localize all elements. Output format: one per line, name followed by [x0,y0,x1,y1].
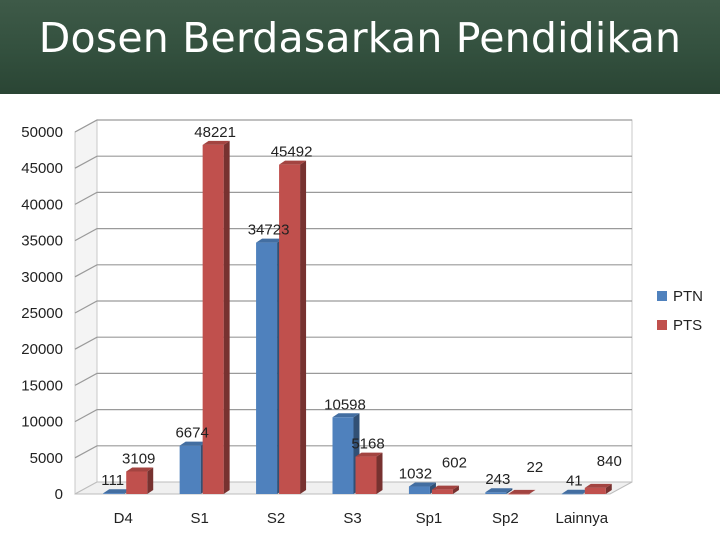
data-label: 6674 [175,425,208,442]
y-axis-ticks: 0 5000 10000 15000 20000 25000 30000 35000 40000… [21,124,63,503]
bar-ptn-sp1 [408,482,436,494]
gridline [74,228,632,242]
y-tick-label: 5000 [30,450,63,467]
gridline [74,300,632,314]
gridline [74,409,632,423]
data-label: 602 [442,455,467,472]
y-tick-label: 40000 [21,196,63,213]
slide-title: Dosen Berdasarkan Pendidikan [38,14,682,62]
y-tick-label: 30000 [21,269,63,286]
gridline [74,336,632,350]
slide-header [0,0,720,94]
data-label: 45492 [271,144,313,161]
legend-swatch-pts [657,320,667,330]
y-tick-label: 10000 [21,414,63,431]
gridline [74,155,632,169]
bar-pts-lainnya [584,483,612,494]
x-category-label: D4 [114,510,133,527]
gridline [74,119,632,133]
data-label: 243 [485,471,510,488]
x-category-label: S2 [267,510,285,527]
gridline [74,264,632,278]
x-axis-categories: D4 S1 S2 S3 Sp1 Sp2 Lainnya [114,510,609,527]
y-tick-label: 25000 [21,305,63,322]
x-category-label: S3 [343,510,361,527]
data-labels: 111 3109 6674 48221 34723 45492 10598 5168 1032 6… [101,124,621,490]
bar-pts-s1 [202,140,230,495]
x-category-label: Sp2 [492,510,519,527]
bar-ptn-s2 [256,238,284,494]
bar-ptn-s3 [332,413,360,494]
x-category-label: Lainnya [556,510,609,527]
data-label: 34723 [248,222,290,239]
data-label: 1032 [399,466,432,483]
data-label: 3109 [122,450,155,467]
bar-pts-sp2 [508,489,536,495]
y-tick-label: 0 [55,486,63,503]
y-tick-label: 20000 [21,341,63,358]
gridline [74,445,632,459]
y-tick-label: 50000 [21,124,63,141]
gridline [74,372,632,386]
gridline [74,191,632,205]
gridlines [74,119,632,459]
x-category-label: S1 [190,510,208,527]
y-tick-label: 15000 [21,377,63,394]
data-label: 840 [597,453,622,470]
y-tick-label: 45000 [21,160,63,177]
data-label: 10598 [324,396,366,413]
bar-ptn-s1 [179,441,207,494]
legend-swatch-ptn [657,291,667,301]
legend-label-pts: PTS [673,317,702,334]
y-tick-label: 35000 [21,233,63,250]
data-label: 111 [101,472,124,489]
legend: PTN PTS [657,288,703,334]
data-label: 48221 [194,124,236,141]
legend-label-ptn: PTN [673,288,703,305]
bar-ptn-sp2 [485,488,513,494]
data-label: 41 [566,473,583,490]
data-label: 5168 [351,436,384,453]
bars [103,140,612,495]
bar-pts-s3 [355,452,383,494]
bar-chart: 0 5000 10000 15000 20000 25000 30000 35000 40000… [21,119,703,527]
bar-pts-s2 [279,160,307,494]
x-category-label: Sp1 [416,510,443,527]
bar-pts-d4 [126,467,154,494]
data-label: 22 [527,459,544,476]
bar-pts-sp1 [431,485,459,494]
